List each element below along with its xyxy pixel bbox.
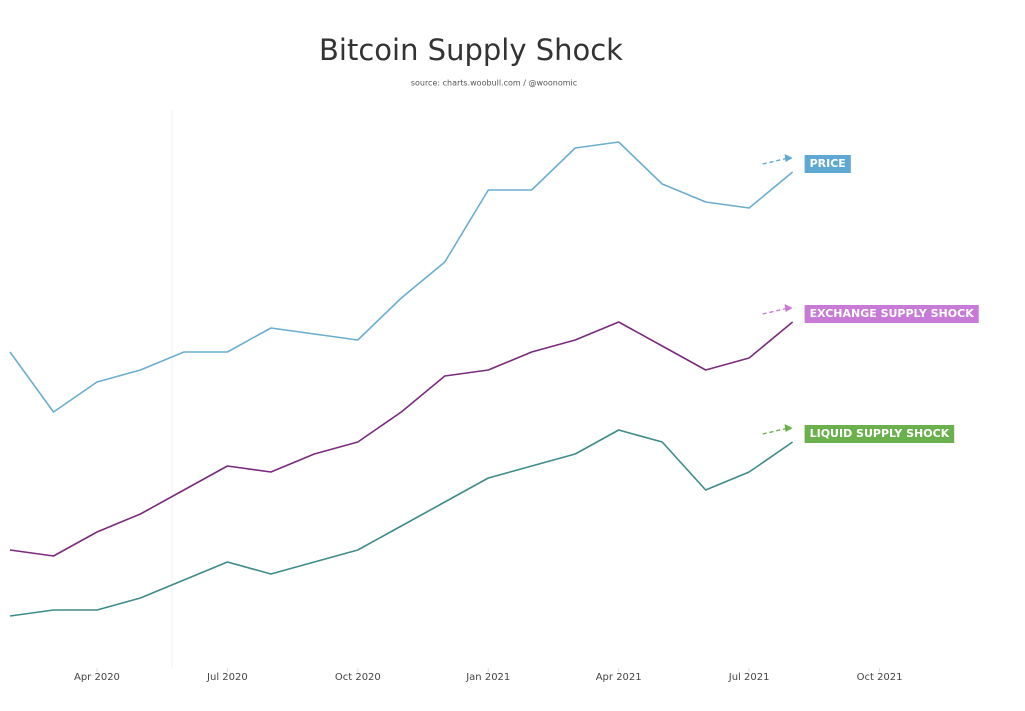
chart-subtitle: source: charts.woobull.com / @woonomic bbox=[411, 79, 577, 88]
legend-box bbox=[804, 155, 851, 173]
x-tick-label: Jul 2021 bbox=[728, 672, 770, 683]
x-tick-label: Jan 2021 bbox=[465, 672, 510, 683]
trend-arrow-head bbox=[784, 154, 793, 162]
legend-label: PRICE bbox=[810, 157, 846, 170]
trend-arrow-head bbox=[784, 424, 793, 432]
series-line bbox=[9, 429, 794, 617]
trend-arrow bbox=[762, 427, 789, 435]
series-line bbox=[9, 141, 794, 413]
trend-arrow-head bbox=[784, 304, 793, 312]
legend-label: LIQUID SUPPLY SHOCK bbox=[810, 427, 950, 440]
trend-arrow bbox=[762, 157, 789, 165]
series-line bbox=[9, 321, 794, 557]
x-tick-label: Oct 2021 bbox=[857, 672, 903, 683]
x-tick-label: Jul 2020 bbox=[206, 672, 248, 683]
x-tick-label: Apr 2021 bbox=[596, 672, 642, 683]
x-tick-label: Oct 2020 bbox=[335, 672, 381, 683]
legend-box bbox=[804, 305, 979, 323]
trend-arrow bbox=[762, 307, 789, 315]
legend-box bbox=[804, 425, 955, 443]
chart-title: Bitcoin Supply Shock bbox=[319, 33, 623, 67]
x-tick-label: Apr 2020 bbox=[74, 672, 120, 683]
legend-label: EXCHANGE SUPPLY SHOCK bbox=[810, 307, 975, 320]
